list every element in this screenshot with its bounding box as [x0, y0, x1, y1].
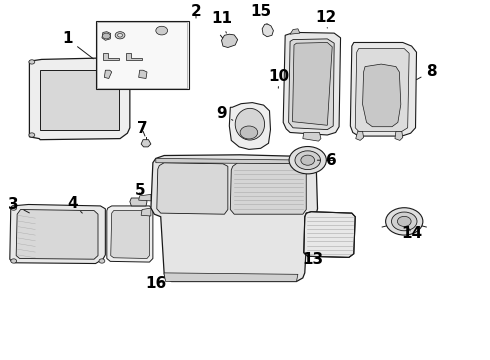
Circle shape — [289, 147, 326, 174]
Bar — [96, 21, 189, 89]
Circle shape — [29, 60, 35, 64]
Polygon shape — [164, 273, 298, 282]
Polygon shape — [111, 211, 149, 258]
Circle shape — [99, 259, 105, 263]
Polygon shape — [103, 53, 119, 60]
Text: 6: 6 — [318, 153, 337, 168]
Text: 13: 13 — [302, 252, 323, 267]
Text: 7: 7 — [137, 121, 147, 136]
Text: 12: 12 — [315, 10, 337, 28]
Polygon shape — [350, 42, 416, 136]
Bar — [97, 22, 187, 88]
Polygon shape — [363, 64, 401, 127]
Text: 2: 2 — [191, 4, 201, 19]
Polygon shape — [102, 32, 111, 40]
Circle shape — [115, 32, 125, 39]
Polygon shape — [16, 210, 98, 259]
Polygon shape — [283, 32, 341, 135]
Circle shape — [295, 151, 320, 170]
Polygon shape — [126, 53, 142, 60]
Circle shape — [118, 33, 122, 37]
Text: 15: 15 — [250, 4, 271, 24]
Polygon shape — [130, 198, 147, 206]
Text: 3: 3 — [8, 197, 29, 213]
Polygon shape — [40, 70, 119, 130]
Polygon shape — [304, 212, 355, 257]
Polygon shape — [221, 34, 238, 48]
Polygon shape — [141, 140, 151, 147]
Polygon shape — [262, 24, 273, 37]
Polygon shape — [395, 131, 403, 140]
Text: 1: 1 — [62, 31, 93, 59]
Polygon shape — [290, 29, 300, 34]
Polygon shape — [293, 42, 332, 125]
Circle shape — [102, 33, 110, 39]
Ellipse shape — [235, 108, 265, 140]
Circle shape — [397, 216, 411, 226]
Polygon shape — [289, 39, 334, 130]
Circle shape — [29, 133, 35, 137]
Text: 5: 5 — [134, 183, 145, 198]
Polygon shape — [130, 70, 140, 78]
Polygon shape — [157, 163, 228, 214]
Polygon shape — [10, 204, 105, 264]
Polygon shape — [104, 70, 112, 78]
Polygon shape — [139, 194, 151, 201]
Polygon shape — [356, 131, 364, 140]
Text: 4: 4 — [67, 196, 82, 213]
Polygon shape — [151, 155, 318, 282]
Text: 11: 11 — [211, 11, 232, 33]
Polygon shape — [139, 70, 147, 78]
Polygon shape — [107, 206, 153, 262]
Polygon shape — [229, 103, 270, 149]
Text: 8: 8 — [416, 64, 437, 80]
Polygon shape — [156, 158, 318, 164]
Circle shape — [156, 26, 168, 35]
Polygon shape — [355, 49, 409, 131]
Circle shape — [301, 155, 315, 165]
Polygon shape — [230, 163, 306, 214]
Circle shape — [11, 206, 17, 210]
Polygon shape — [29, 58, 130, 140]
Text: 10: 10 — [269, 69, 290, 88]
Circle shape — [11, 259, 17, 263]
Polygon shape — [141, 208, 151, 216]
Polygon shape — [303, 132, 321, 141]
Text: 16: 16 — [145, 276, 167, 291]
Circle shape — [386, 208, 423, 235]
Text: 14: 14 — [401, 226, 422, 241]
Circle shape — [240, 126, 258, 139]
Circle shape — [392, 212, 417, 231]
Text: 9: 9 — [216, 106, 233, 121]
